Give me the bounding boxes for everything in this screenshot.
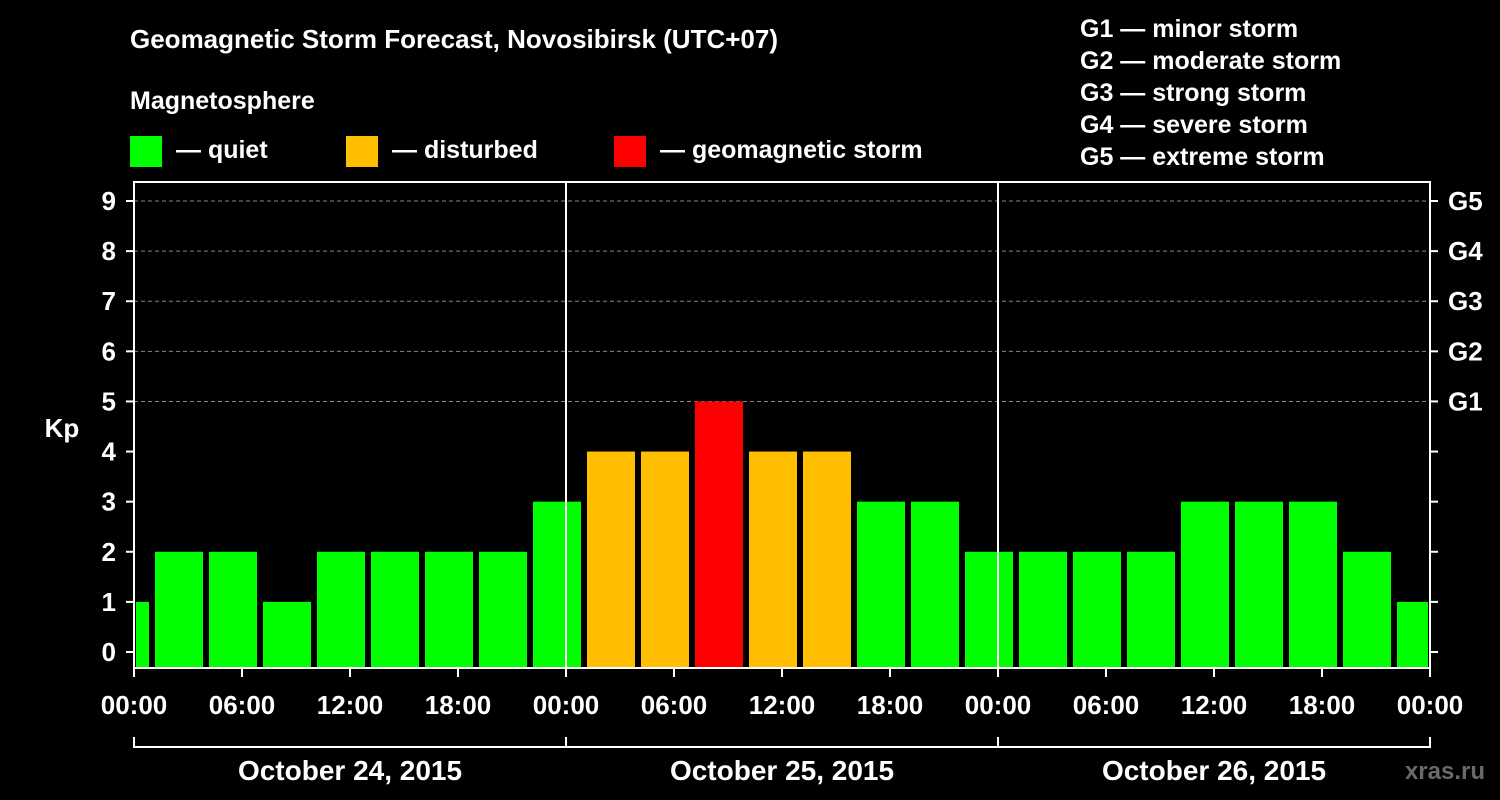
axes: 0 1 2 3 4 5 6 7 8 9 G1 G2 G3 G4 G5 00:00 06:00 12:00 18:00… [101, 181, 1483, 720]
x-tick-label: 18:00 [1289, 690, 1356, 720]
kp-bar [803, 451, 851, 668]
g-scale-label: G1 [1448, 386, 1483, 416]
legend-swatch [130, 136, 162, 167]
x-tick-label: 00:00 [1397, 690, 1464, 720]
bar-series [136, 401, 1428, 668]
g-scale-label: G5 [1448, 186, 1483, 216]
storm-scale-item: G1 — minor storm [1080, 15, 1298, 43]
day-label: October 26, 2015 [1102, 755, 1326, 786]
kp-bar [1127, 551, 1175, 668]
kp-bar [155, 551, 203, 668]
grid-lines [134, 200, 1430, 402]
kp-bar [857, 501, 905, 668]
legend-swatch [346, 136, 378, 167]
legend: — quiet — disturbed — geomagnetic storm [130, 136, 923, 167]
x-tick-label: 06:00 [209, 690, 276, 720]
storm-scale-item: G4 — severe storm [1080, 111, 1308, 139]
kp-bar [1019, 551, 1067, 668]
y-tick-label: 1 [102, 587, 116, 617]
legend-title: Magnetosphere [130, 87, 315, 115]
kp-bar [263, 601, 311, 668]
kp-bar [587, 451, 635, 668]
y-tick-label: 8 [102, 236, 116, 266]
x-tick-label: 12:00 [749, 690, 816, 720]
g-scale-label: G2 [1448, 336, 1483, 366]
storm-scale-legend: G1 — minor storm G2 — moderate storm G3 — … [1080, 15, 1341, 171]
x-tick-label: 00:00 [101, 690, 168, 720]
kp-bar [1235, 501, 1283, 668]
x-tick-label: 18:00 [857, 690, 924, 720]
y-tick-label: 2 [102, 537, 116, 567]
x-tick-label: 06:00 [641, 690, 708, 720]
y-tick-label: 9 [102, 186, 116, 216]
kp-bar [479, 551, 527, 668]
day-bracket: October 24, 2015 October 25, 2015 October … [133, 737, 1431, 786]
kp-bar [965, 551, 1013, 668]
legend-swatch [614, 136, 646, 167]
y-tick-label: 6 [102, 336, 116, 366]
kp-bar [371, 551, 419, 668]
kp-bar [1343, 551, 1391, 668]
y-tick-label: 7 [102, 286, 116, 316]
x-tick-label: 18:00 [425, 690, 492, 720]
watermark: xras.ru [1405, 758, 1485, 785]
kp-bar [1397, 601, 1428, 668]
legend-label: — disturbed [392, 136, 538, 164]
y-tick-label: 5 [102, 386, 116, 416]
x-tick-label: 00:00 [533, 690, 600, 720]
kp-bar [749, 451, 797, 668]
y-tick-label: 4 [102, 437, 117, 467]
kp-bar [695, 401, 743, 668]
storm-scale-item: G3 — strong storm [1080, 79, 1306, 107]
day-label: October 24, 2015 [238, 755, 462, 786]
kp-bar [425, 551, 473, 668]
day-label: October 25, 2015 [670, 755, 894, 786]
chart-title: Geomagnetic Storm Forecast, Novosibirsk … [130, 24, 778, 54]
kp-bar [533, 501, 581, 668]
kp-bar [317, 551, 365, 668]
kp-bar [136, 601, 149, 668]
g-scale-label: G3 [1448, 286, 1483, 316]
x-tick-label: 12:00 [317, 690, 384, 720]
y-tick-label: 3 [102, 487, 116, 517]
y-axis-label: Kp [45, 413, 80, 443]
x-tick-label: 06:00 [1073, 690, 1140, 720]
y-tick-label: 0 [102, 637, 116, 667]
g-scale-label: G4 [1448, 236, 1483, 266]
storm-scale-item: G5 — extreme storm [1080, 143, 1325, 171]
x-tick-label: 00:00 [965, 690, 1032, 720]
legend-label: — quiet [176, 136, 268, 164]
kp-bar [641, 451, 689, 668]
kp-bar [911, 501, 959, 668]
x-tick-label: 12:00 [1181, 690, 1248, 720]
legend-label: — geomagnetic storm [660, 136, 923, 164]
kp-bar [1289, 501, 1337, 668]
kp-bar [1181, 501, 1229, 668]
kp-bar [1073, 551, 1121, 668]
kp-bar [209, 551, 257, 668]
storm-scale-item: G2 — moderate storm [1080, 47, 1341, 75]
